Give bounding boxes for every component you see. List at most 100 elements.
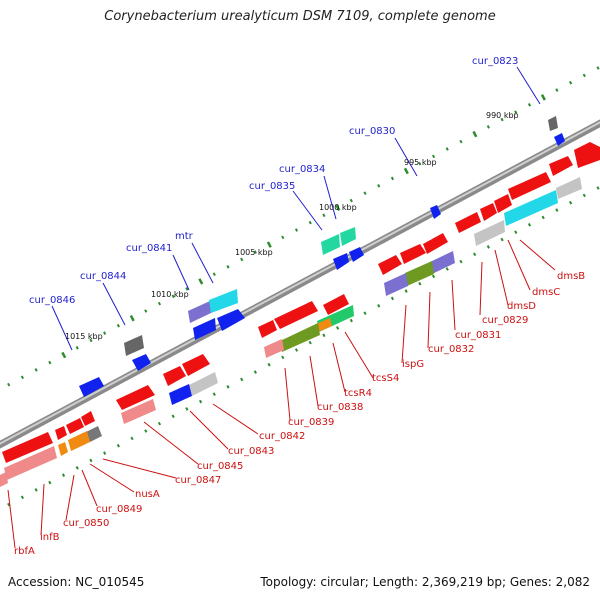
scale-tick [582, 193, 586, 198]
gene-arrow-blue [333, 253, 349, 270]
scale-tick [500, 237, 504, 242]
scale-tick [116, 443, 120, 448]
gene-label: cur_0850 [63, 518, 109, 529]
scale-tick [253, 370, 257, 374]
scale-tick [403, 167, 409, 175]
scale-tick [294, 228, 299, 232]
scale-tick [130, 436, 134, 441]
scale-tick [129, 315, 135, 322]
scale-tick [212, 272, 216, 276]
scale-tick [89, 338, 93, 343]
gene-label: cur_0842 [259, 431, 305, 442]
scale-label: 1005 kbp [235, 248, 273, 257]
scale-tick [294, 348, 299, 352]
gene-label: cur_0846 [29, 295, 75, 306]
scale-tick [212, 392, 216, 396]
scale-tick [322, 333, 326, 338]
gene-label: tcsR4 [344, 388, 372, 399]
scale-tick [514, 230, 518, 234]
scale-tick [75, 466, 79, 470]
scale-tick [486, 125, 490, 129]
scale-tick [555, 88, 559, 92]
gene-label: cur_0847 [175, 475, 221, 486]
scale-tick [61, 473, 66, 477]
upper-strand-genes [79, 116, 565, 397]
scale-tick [198, 399, 203, 404]
scale-tick [418, 161, 422, 166]
scale-tick [185, 407, 189, 411]
gene-label: cur_0838 [317, 402, 363, 413]
gene-label: cur_0829 [482, 315, 528, 326]
scale-tick [527, 103, 532, 107]
scale-tick [335, 204, 341, 212]
scale-labels: 990 kbp 995 kbp 1000 kbp 1005 kbp 1010 k… [65, 111, 519, 341]
scale-tick [7, 382, 11, 387]
scale-tick [418, 281, 422, 286]
scale-tick [445, 267, 449, 271]
gene-label: cur_0845 [197, 461, 243, 472]
scale-tick [596, 66, 600, 70]
gene-arrow-blue [349, 247, 364, 262]
scale-tick [459, 139, 463, 144]
scale-tick [144, 429, 148, 433]
lower-strand-genes [0, 142, 600, 487]
map-title: Corynebacterium urealyticum DSM 7109, co… [104, 9, 496, 24]
scale-tick [61, 351, 67, 359]
scale-tick [473, 252, 477, 257]
scale-label: 990 kbp [486, 111, 519, 120]
gene-arrow-blue [554, 133, 565, 146]
gene-label: cur_0844 [80, 271, 126, 282]
scale-tick [390, 176, 395, 181]
scale-tick [48, 480, 52, 485]
gene-labels-top: cur_0823 cur_0830 cur_0834 cur_0835 cur_… [29, 56, 518, 306]
scale-tick [390, 296, 395, 301]
gene-green-box [321, 234, 340, 255]
scale-tick [266, 241, 272, 248]
gene-label: cur_0841 [126, 243, 172, 254]
scale-tick [226, 265, 230, 269]
scale-tick [500, 117, 504, 122]
leader-lines [7, 66, 556, 549]
scale-tick [171, 414, 175, 419]
scale-tick [582, 73, 586, 78]
gene-label: tcsS4 [372, 373, 399, 384]
scale-tick [472, 130, 478, 138]
gene-label: cur_0839 [288, 417, 334, 428]
scale-tick [157, 301, 162, 306]
scale-tick [514, 110, 518, 114]
gene-label: infB [40, 532, 60, 543]
scale-tick [20, 375, 24, 380]
gene-green-box [340, 227, 356, 246]
scale-label: 1000 kbp [319, 203, 357, 212]
scale-tick [34, 368, 38, 372]
scale-tick [336, 326, 340, 330]
scale-label: 1015 kbp [65, 332, 103, 341]
gene-label: rbfA [14, 546, 35, 557]
scale-tick [322, 213, 326, 218]
scale-tick [226, 385, 230, 389]
scale-tick [569, 80, 573, 85]
scale-tick [349, 318, 353, 323]
gene-label: cur_0831 [455, 330, 501, 341]
gene-labels-bottom: dmsB dmsC dmsD cur_0829 cur_0831 cur_083… [14, 271, 585, 557]
genome-backbone [0, 119, 600, 449]
gene-label: cur_0834 [279, 164, 325, 175]
scale-tick [240, 257, 244, 262]
gene-label: nusA [135, 489, 160, 500]
scale-tick [157, 421, 162, 426]
scale-tick [240, 377, 244, 382]
gene-label: dmsB [557, 271, 585, 282]
scale-tick [267, 362, 271, 367]
gene-arrow-blue [217, 309, 245, 331]
scale-tick [308, 220, 312, 225]
scale-tick [569, 200, 573, 205]
accession-text: Accession: NC_010545 [8, 575, 145, 589]
scale-tick [48, 360, 52, 365]
gene-label: cur_0835 [249, 181, 295, 192]
scale-tick [281, 235, 285, 240]
scale-tick [555, 208, 559, 212]
gene-cyan-box [209, 289, 238, 313]
gene-arrow-blue [132, 354, 151, 371]
genome-summary-text: Topology: circular; Length: 2,369,219 bp… [260, 575, 590, 589]
scale-tick [103, 331, 107, 335]
